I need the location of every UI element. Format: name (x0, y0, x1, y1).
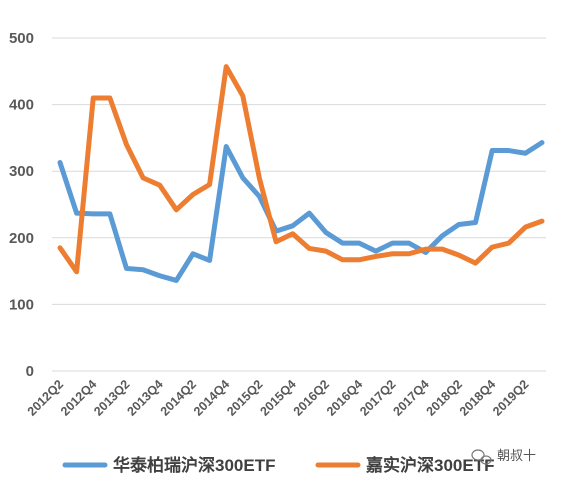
legend-label-1: 华泰柏瑞沪深300ETF (113, 455, 275, 475)
x-tick-label: 2015Q4 (257, 377, 298, 418)
x-tick-label: 2019Q2 (490, 377, 531, 418)
y-tick-label: 400 (9, 97, 34, 114)
y-axis-ticks: 0 100 200 300 400 500 (9, 30, 34, 380)
wechat-icon (471, 449, 492, 465)
x-tick-label: 2013Q4 (124, 377, 165, 418)
x-tick-label: 2017Q2 (357, 377, 398, 418)
x-tick-label: 2012Q2 (25, 377, 66, 418)
x-tick-label: 2014Q2 (158, 377, 199, 418)
y-tick-label: 500 (9, 30, 34, 47)
x-tick-label: 2014Q4 (191, 377, 232, 418)
series-lines (57, 64, 545, 283)
x-tick-label: 2016Q4 (324, 377, 365, 418)
x-axis-ticks: 2012Q22012Q42013Q22013Q42014Q22014Q42015… (25, 377, 532, 418)
x-tick-label: 2015Q2 (224, 377, 265, 418)
watermark-text: 朝叔十 (497, 448, 536, 463)
x-tick-label: 2018Q4 (457, 377, 498, 418)
legend-label-2: 嘉实沪深300ETF (365, 455, 494, 475)
x-tick-label: 2017Q4 (390, 377, 431, 418)
x-tick-label: 2013Q2 (91, 377, 132, 418)
y-tick-label: 300 (9, 163, 34, 180)
y-tick-label: 100 (9, 296, 34, 313)
y-tick-label: 200 (9, 230, 34, 247)
y-tick-label: 0 (26, 363, 34, 380)
series-line-1 (57, 140, 545, 283)
series-line-2 (57, 64, 545, 275)
x-tick-label: 2018Q2 (424, 377, 465, 418)
watermark: 朝叔十 (471, 448, 536, 465)
x-tick-label: 2012Q4 (58, 377, 99, 418)
grid-lines (52, 37, 546, 372)
x-tick-label: 2016Q2 (291, 377, 332, 418)
legend: 华泰柏瑞沪深300ETF 嘉实沪深300ETF (62, 455, 494, 475)
